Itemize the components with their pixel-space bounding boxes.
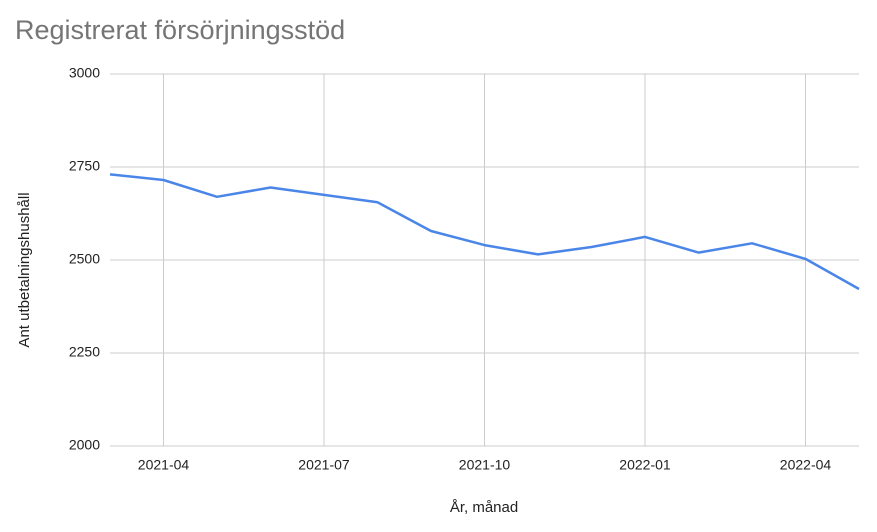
x-axis-label: År, månad — [450, 499, 518, 516]
x-tick-label: 2021-04 — [138, 457, 190, 473]
x-tick-label: 2022-01 — [619, 457, 671, 473]
y-axis-label: Ant utbetalningshushåll — [16, 192, 33, 347]
x-tick-label: 2021-10 — [459, 457, 511, 473]
x-tick-label: 2022-04 — [780, 457, 832, 473]
y-tick-label: 3000 — [69, 65, 100, 81]
y-tick-label: 2250 — [69, 344, 100, 360]
x-tick-label: 2021-07 — [298, 457, 350, 473]
line-series — [109, 173, 860, 291]
chart-title: Registrerat försörjningsstöd — [15, 15, 345, 45]
y-tick-label: 2500 — [69, 251, 100, 267]
y-tick-label: 2750 — [69, 158, 100, 174]
y-tick-label: 2000 — [69, 437, 100, 453]
